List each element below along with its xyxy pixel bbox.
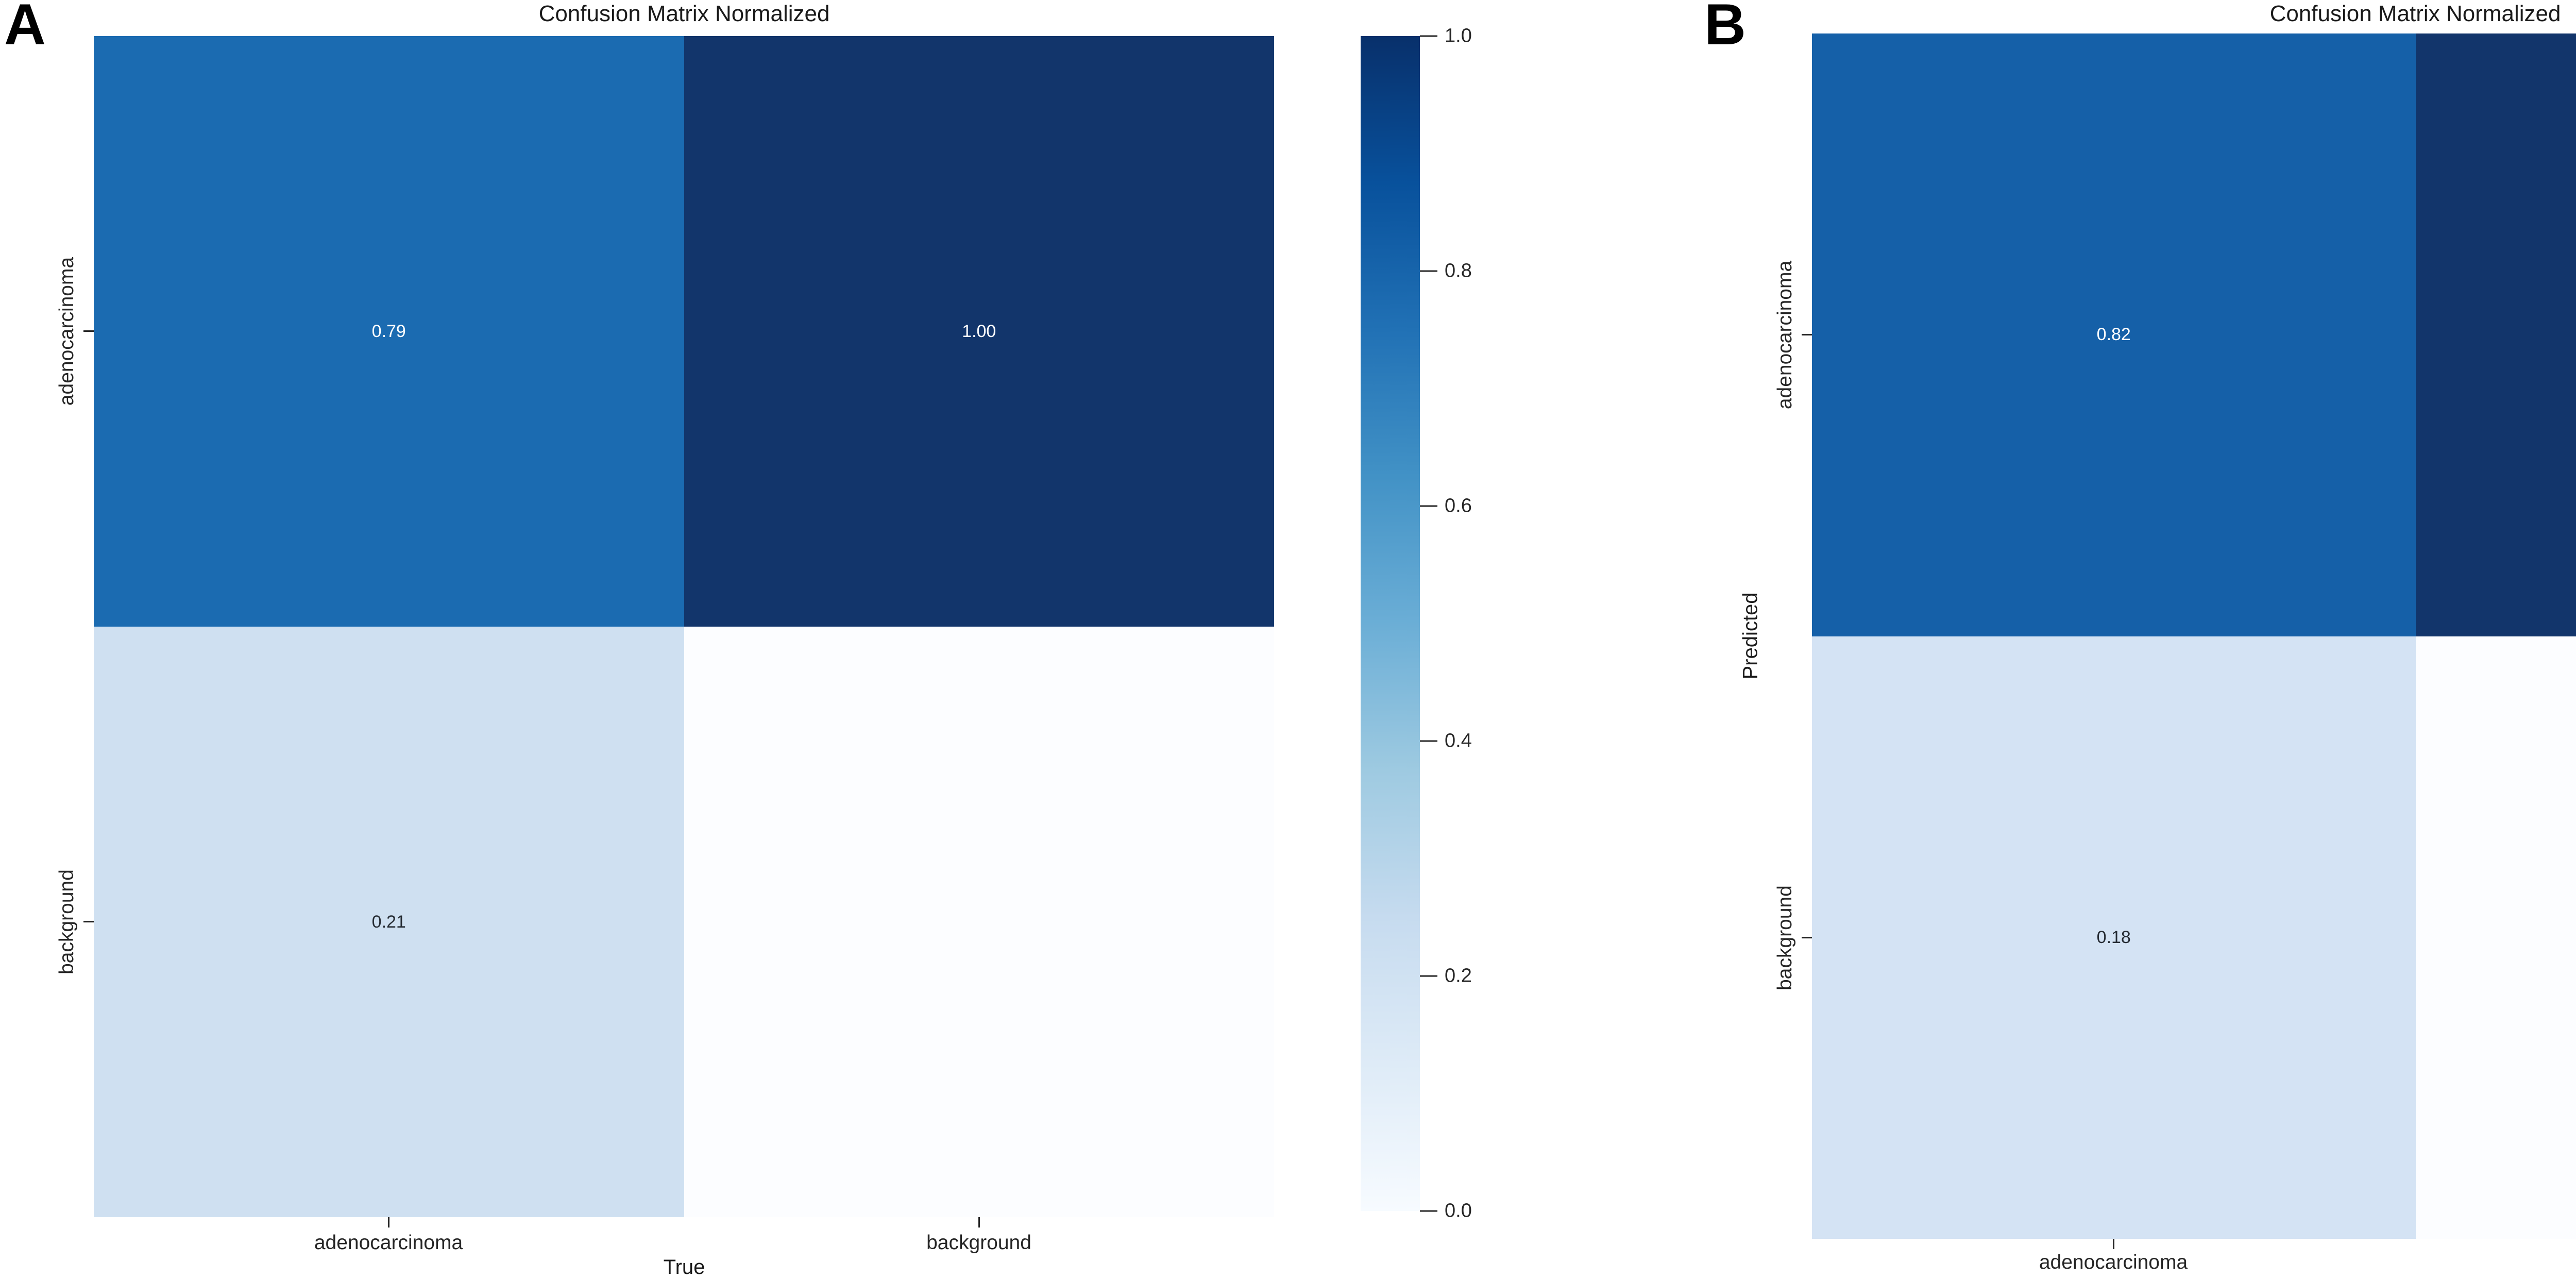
panel-a-cell-r0c1: 1.00 bbox=[684, 36, 1274, 627]
panel-b-cell-r0c1: 1.00 bbox=[2415, 33, 2576, 636]
panel-a-title: Confusion Matrix Normalized bbox=[538, 1, 830, 26]
panel-a-xtick-label-1: background bbox=[926, 1232, 1031, 1254]
panel-b-cell-r1c0: 0.18 bbox=[1812, 636, 2416, 1239]
colorbar-tick-mark bbox=[1420, 270, 1437, 272]
panel-a-label: A bbox=[4, 0, 46, 57]
panel-a-ytick-label-0: adenocarcinoma bbox=[56, 257, 78, 406]
panel-a-xaxis-label: True bbox=[663, 1256, 705, 1278]
panel-a-cell-r1c0: 0.21 bbox=[94, 627, 684, 1217]
colorbar-tick-mark bbox=[1420, 35, 1437, 37]
colorbar-tick-mark bbox=[1420, 975, 1437, 977]
colorbar-tick-mark bbox=[1420, 505, 1437, 507]
panel-a-xtick-1 bbox=[978, 1217, 980, 1227]
panel-b-ytick-label-1: background bbox=[1774, 885, 1796, 990]
panel-b-title: Confusion Matrix Normalized bbox=[2269, 1, 2561, 26]
panel-a-colorbar-tick-label-5: 0.0 bbox=[1445, 1200, 1472, 1222]
panel-b-xtick-0 bbox=[2113, 1239, 2114, 1249]
panel-a-ytick-0 bbox=[83, 330, 94, 332]
panel-a-heatmap: 0.79 1.00 0.21 bbox=[94, 36, 1274, 1217]
panel-a-colorbar-tick-label-0: 1.0 bbox=[1445, 25, 1472, 47]
panel-b-heatmap: 0.82 1.00 0.18 bbox=[1812, 33, 2576, 1239]
panel-b-label: B bbox=[1704, 0, 1746, 57]
panel-a-colorbar-tick-label-2: 0.6 bbox=[1445, 495, 1472, 517]
panel-b-ytick-0 bbox=[1802, 334, 1812, 335]
panel-a-colorbar-tick-label-1: 0.8 bbox=[1445, 260, 1472, 282]
panel-b-yaxis-label: Predicted bbox=[1739, 592, 1762, 680]
panel-b-ytick-label-0: adenocarcinoma bbox=[1774, 260, 1796, 410]
panel-b-cell-r0c0: 0.82 bbox=[1812, 33, 2416, 636]
colorbar-tick-mark bbox=[1420, 740, 1437, 742]
panel-a-colorbar bbox=[1361, 36, 1420, 1211]
panel-a-colorbar-tick-label-4: 0.2 bbox=[1445, 965, 1472, 987]
panel-a-xtick-label-0: adenocarcinoma bbox=[314, 1232, 463, 1254]
panel-a-xtick-0 bbox=[388, 1217, 389, 1227]
panel-b-ytick-1 bbox=[1802, 937, 1812, 938]
colorbar-tick-mark bbox=[1420, 1210, 1437, 1212]
panel-b-cell-r1c1 bbox=[2415, 636, 2576, 1239]
panel-a-cell-r1c1 bbox=[684, 627, 1274, 1217]
panel-a-cell-r0c0: 0.79 bbox=[94, 36, 684, 627]
panel-a-colorbar-ticks: 1.0 0.8 0.6 0.4 0.2 0.0 bbox=[1361, 25, 1472, 1222]
panel-a-ytick-label-1: background bbox=[56, 869, 78, 974]
panel-b-xtick-label-0: adenocarcinoma bbox=[2039, 1251, 2188, 1273]
panel-a-ytick-1 bbox=[83, 921, 94, 922]
panel-a-colorbar-tick-label-3: 0.4 bbox=[1445, 730, 1472, 752]
